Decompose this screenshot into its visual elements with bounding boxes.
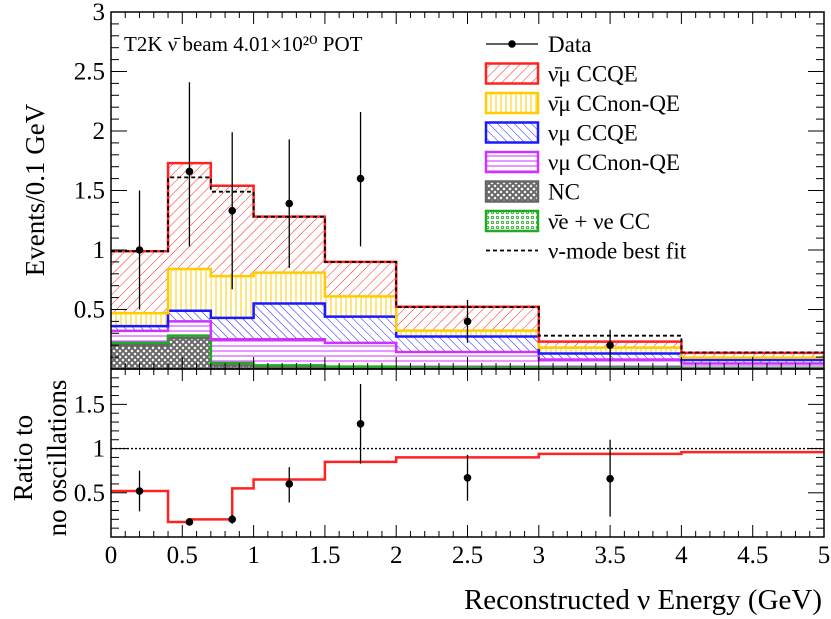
top-ytick-label-2: 1.5 xyxy=(74,178,105,205)
ratio-point-0 xyxy=(135,487,144,495)
ratio-point-1 xyxy=(185,518,194,526)
bar-nc xyxy=(168,338,211,369)
xtick-label-1: 0.5 xyxy=(167,542,198,569)
legend-label-numubar_ccnqe: ν̄μ CCnon-QE xyxy=(548,91,680,116)
top-panel: 0.5 1 1.5 2 2.5 3 T2K ν̄ beam 4.01×10²⁰ POT E… xyxy=(20,0,825,370)
bottom-ytick-label-2: 1.5 xyxy=(74,391,105,418)
ratio-point-4 xyxy=(356,420,365,428)
top-ytick-label-4: 2.5 xyxy=(74,59,105,86)
legend-label-numu_ccqe: νμ CCQE xyxy=(548,121,638,146)
legend-swatch-nc xyxy=(484,180,540,203)
top-axis-ticks: 0.5 1 1.5 2 2.5 3 xyxy=(74,0,825,369)
xtick-label-2: 1 xyxy=(247,542,260,569)
data-point-5 xyxy=(463,317,472,326)
top-ytick-label-1: 1 xyxy=(93,237,106,264)
ratio-point-3 xyxy=(285,480,294,488)
data-point-4 xyxy=(356,174,365,183)
top-ylabel: Events/0.1 GeV xyxy=(20,103,50,276)
top-ytick-label-0: 0.5 xyxy=(74,297,105,324)
bottom-ytick-label-0: 0.5 xyxy=(74,480,105,507)
ratio-point-6 xyxy=(606,474,614,483)
legend-label-nue: ν̄e + νe CC xyxy=(548,209,650,234)
legend-label-data: Data xyxy=(548,32,591,57)
bottom-ylabel-line2: no oscillations xyxy=(42,380,72,537)
ratio-step-line xyxy=(111,450,824,524)
ratio-point-2 xyxy=(228,515,237,524)
outline-numu_ccnqe xyxy=(111,320,824,365)
xtick-label-6: 3 xyxy=(533,542,546,569)
xtick-label-5: 2.5 xyxy=(452,542,483,569)
data-point-1 xyxy=(185,167,194,176)
ratio-data-points xyxy=(135,384,614,526)
xtick-label-4: 2 xyxy=(390,542,403,569)
bottom-panel: 0.5 1 1.5 0 0.5 1 1.5 2 2.5 3 3.5 4 4.5 5 Ratio to no… xyxy=(8,368,831,616)
legend-swatch-numu_ccnqe xyxy=(484,150,540,174)
bottom-axis-ticks: 0.5 1 1.5 0 0.5 1 1.5 2 2.5 3 3.5 4 4.5 5 xyxy=(74,369,831,569)
top-ytick-label-5: 3 xyxy=(93,0,106,26)
top-ytick-label-3: 2 xyxy=(93,118,106,145)
legend-label-numu_ccnqe: νμ CCnon-QE xyxy=(548,150,680,175)
x-axis-label: Reconstructed ν Energy (GeV) xyxy=(464,584,822,616)
xtick-label-0: 0 xyxy=(105,542,118,569)
xtick-label-3: 1.5 xyxy=(309,542,340,569)
legend-swatch-numubar_ccqe xyxy=(484,62,540,85)
data-point-3 xyxy=(285,199,294,208)
bar-numu_ccnqe xyxy=(253,339,325,369)
xtick-label-9: 4.5 xyxy=(737,542,768,569)
legend-swatch-numubar_ccnqe xyxy=(484,91,540,115)
bottom-ylabel-line1: Ratio to xyxy=(8,415,38,501)
bottom-ytick-label-1: 1 xyxy=(93,436,106,463)
xtick-label-8: 4 xyxy=(675,542,688,569)
xtick-label-10: 5 xyxy=(818,542,831,569)
bar-numu_ccnqe xyxy=(324,342,397,369)
legend-label-nc: NC xyxy=(548,180,580,205)
ratio-point-5 xyxy=(463,473,472,482)
data-point-6 xyxy=(606,341,614,350)
legend-data-marker xyxy=(508,40,516,48)
xtick-label-7: 3.5 xyxy=(594,542,625,569)
legend-label-bestfit: ν-mode best fit xyxy=(548,239,687,264)
bar-nc xyxy=(210,365,254,369)
legend-swatch-nue xyxy=(484,209,540,233)
legend: Data ν̄μ CCQE ν̄μ CCnon-QE νμ CCQE νμ CCnon-… xyxy=(484,32,687,264)
ratio-curve xyxy=(111,450,824,524)
data-point-2 xyxy=(228,206,237,215)
legend-label-numubar_ccqe: ν̄μ CCQE xyxy=(548,62,638,87)
data-points xyxy=(135,82,614,361)
chart-annotation: T2K ν̄ beam 4.01×10²⁰ POT xyxy=(124,32,363,56)
data-point-0 xyxy=(135,246,144,254)
legend-swatch-numu_ccqe xyxy=(484,121,540,144)
